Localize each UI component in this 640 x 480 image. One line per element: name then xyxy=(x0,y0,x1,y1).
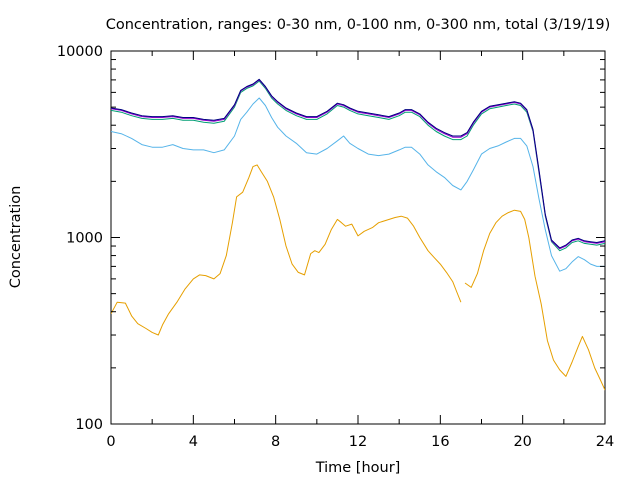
x-tick-label: 12 xyxy=(349,434,367,450)
x-tick-label: 16 xyxy=(431,434,449,450)
x-axis-label: Time [hour] xyxy=(315,460,401,476)
y-tick-label: 100 xyxy=(75,417,103,433)
y-axis-label: Concentration xyxy=(8,186,24,289)
y-tick-label: 1000 xyxy=(66,231,103,247)
x-tick-label: 8 xyxy=(271,434,280,450)
series-layer xyxy=(111,78,605,391)
series-line-2 xyxy=(464,209,605,391)
series-line-6 xyxy=(111,78,605,249)
x-tick-label: 20 xyxy=(513,434,531,450)
tick-layer: 0 4 8 12 16 20 24 100 1000 10000 xyxy=(57,44,614,450)
y-tick-label: 10000 xyxy=(57,44,103,60)
series-line-1 xyxy=(111,164,462,336)
x-tick-label: 0 xyxy=(106,434,115,450)
series-line-3 xyxy=(111,97,605,272)
x-tick-label: 4 xyxy=(189,434,198,450)
chart-title: Concentration, ranges: 0-30 nm, 0-100 nm… xyxy=(106,17,611,33)
x-tick-label: 24 xyxy=(596,434,614,450)
